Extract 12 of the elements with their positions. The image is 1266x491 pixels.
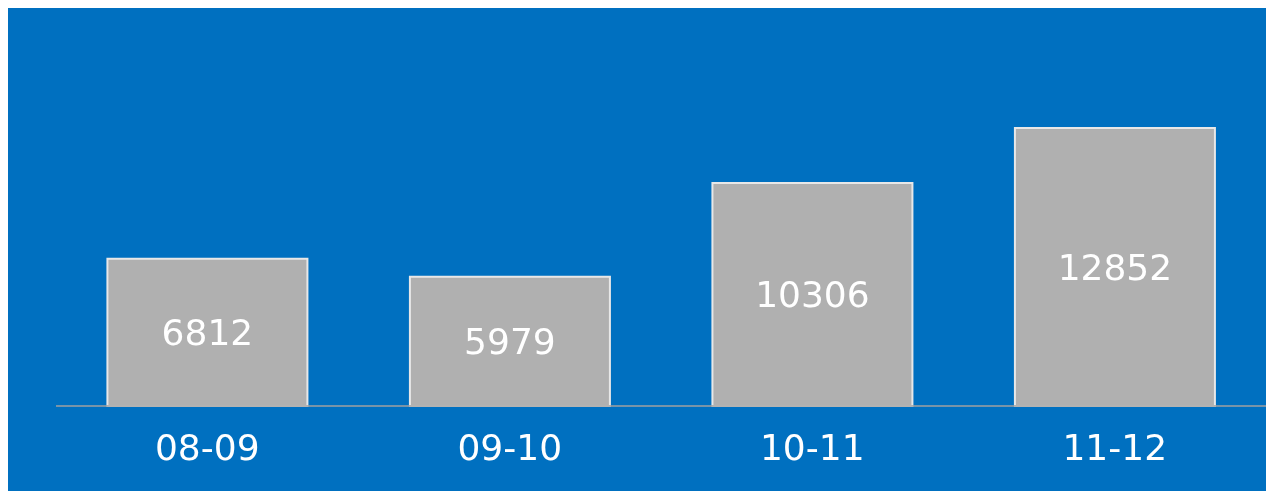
x-tick-label: 11-12 xyxy=(1062,426,1168,468)
x-tick-label: 09-10 xyxy=(457,426,563,468)
bar xyxy=(408,275,611,407)
data-label: 10306 xyxy=(755,274,870,316)
data-label: 6812 xyxy=(161,312,254,354)
data-label: 12852 xyxy=(1057,246,1173,288)
bar xyxy=(106,257,309,407)
x-tick-label: 10-11 xyxy=(759,426,865,468)
bar xyxy=(711,182,914,407)
bar xyxy=(1013,127,1216,407)
data-label: 5979 xyxy=(464,321,556,363)
x-tick-label: 08-09 xyxy=(154,426,260,468)
